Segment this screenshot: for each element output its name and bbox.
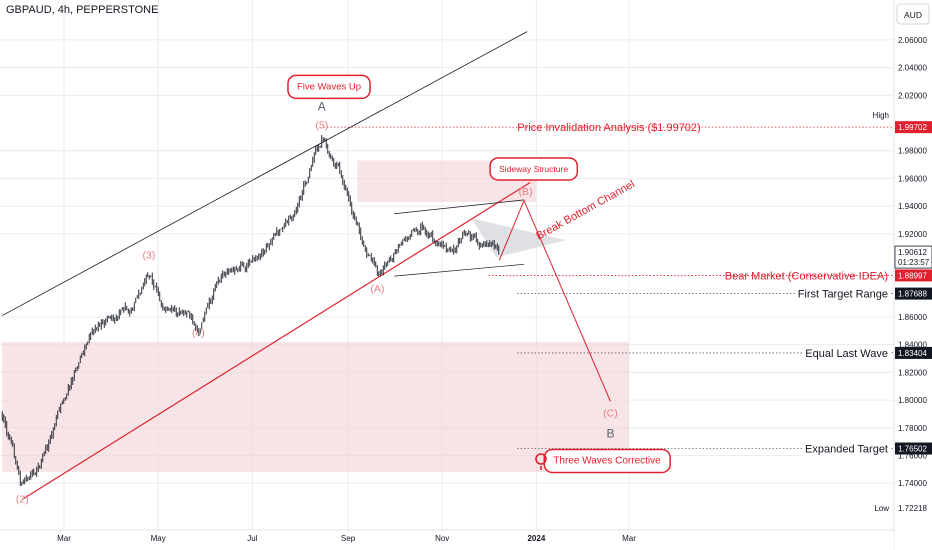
low-value: 1.72218 — [898, 504, 927, 513]
current-price-value: 1.90612 — [898, 248, 927, 257]
three-waves-box — [543, 448, 671, 474]
level-label-bg — [802, 346, 891, 361]
currency-button[interactable] — [896, 3, 930, 25]
y-tick-label: 2.06000 — [898, 36, 927, 45]
y-tick-label: 1.76000 — [898, 451, 927, 460]
wave-label: (A) — [370, 283, 384, 295]
y-tick-label: 1.84000 — [898, 341, 927, 350]
zone-lower — [2, 341, 630, 473]
triangle-bottom-line — [394, 263, 525, 277]
level-tag-value: 1.99702 — [898, 123, 927, 132]
triangle-projection — [471, 218, 566, 258]
x-tick-label: Mar — [57, 534, 71, 543]
level-tag — [895, 121, 932, 134]
candles — [1, 135, 500, 487]
y-tick-label: 1.98000 — [898, 147, 927, 156]
lightbulb-glass — [535, 453, 547, 465]
sideway-box — [489, 157, 579, 181]
x-tick-label: Mar — [622, 534, 636, 543]
x-tick-label: May — [151, 534, 166, 543]
y-tick-label: 1.92000 — [898, 230, 927, 239]
level-label: First Target Range — [798, 289, 888, 301]
y-tick-label: 1.94000 — [898, 202, 927, 211]
x-tick-label: Nov — [435, 534, 449, 543]
channel-upper-line — [2, 31, 528, 316]
low-label: Low — [874, 504, 889, 513]
current-price-tag — [894, 245, 932, 269]
level-label: Equal Last Wave — [805, 348, 888, 360]
level-tag-value: 1.87688 — [898, 290, 927, 299]
x-tick-label: 2024 — [527, 534, 545, 543]
y-tick-label: 1.74000 — [898, 479, 927, 488]
level-tag — [895, 269, 932, 282]
five-waves-box-text: Five Waves Up — [297, 81, 361, 92]
wave-label: (5) — [315, 119, 328, 131]
wave-label: (2) — [16, 493, 29, 505]
channel-lines — [2, 31, 531, 500]
high-label: High — [873, 111, 889, 120]
y-tick-label: 1.82000 — [898, 368, 927, 377]
level-tag — [895, 346, 932, 359]
price-axis: AUD 2.06000 2.04000 2.02000 1.98000 1.96000 1.… — [873, 0, 932, 550]
triangle-top-line — [394, 199, 525, 215]
level-label-bg — [802, 442, 891, 457]
y-tick-label: 1.78000 — [898, 424, 927, 433]
five-waves-box — [287, 74, 371, 100]
x-tick-label: Sep — [341, 534, 356, 543]
x-tick-label: Jul — [247, 534, 257, 543]
level-tag — [895, 287, 932, 300]
y-tick-label: 2.04000 — [898, 64, 927, 73]
currency-label: AUD — [904, 10, 922, 20]
chart-title: GBPAUD, 4h, PEPPERSTONE — [6, 4, 159, 16]
y-tick-label: 2.02000 — [898, 91, 927, 100]
wave-label: B — [606, 426, 614, 440]
level-tag-value: 1.76502 — [898, 445, 927, 454]
level-tag — [895, 442, 932, 455]
projection-path — [498, 199, 611, 402]
y-tick-label: 1.80000 — [898, 396, 927, 405]
countdown: 01:23:57 — [898, 258, 930, 267]
level-label: Expanded Target — [805, 444, 888, 456]
channel-lower-line — [22, 181, 531, 500]
wave-label: (C) — [603, 408, 618, 420]
time-axis-bg — [0, 530, 894, 550]
wave-label: (4) — [192, 327, 205, 339]
break-channel-label: Break Bottom Channel — [534, 178, 637, 242]
wave-label: (3) — [142, 250, 155, 262]
wave-label: (B) — [519, 186, 533, 198]
y-tick-label: 1.86000 — [898, 313, 927, 322]
level-tag-value: 1.83404 — [898, 349, 927, 358]
wave-label: A — [318, 99, 326, 113]
level-label: Bear Market (Conservative IDEA) — [725, 270, 888, 282]
three-waves-box-text: Three Waves Corrective — [553, 456, 661, 467]
level-label-bg — [794, 287, 891, 302]
y-tick-label: 1.96000 — [898, 174, 927, 183]
sideway-box-text: Sideway Structure — [499, 164, 568, 174]
lightbulb-icon — [535, 453, 547, 470]
level-label: Price Invalidation Analysis ($1.99702) — [517, 122, 700, 134]
level-tag-value: 1.88997 — [898, 271, 927, 280]
target-zones — [2, 160, 630, 473]
time-axis: Mar May Jul Sep Nov 2024 Mar — [0, 529, 894, 550]
